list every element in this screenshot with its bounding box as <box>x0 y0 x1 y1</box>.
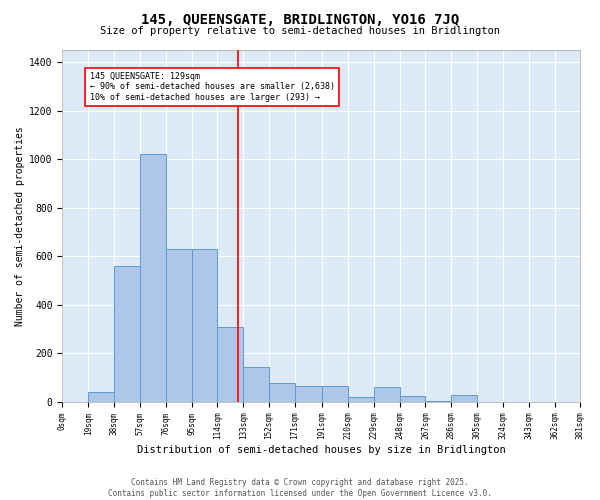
Bar <box>166 249 191 402</box>
Bar <box>191 249 217 402</box>
Bar <box>374 388 400 402</box>
Bar <box>217 326 243 402</box>
Bar <box>269 382 295 402</box>
Bar <box>322 386 348 402</box>
Text: Size of property relative to semi-detached houses in Bridlington: Size of property relative to semi-detach… <box>100 26 500 36</box>
Bar <box>451 394 477 402</box>
Text: 145 QUEENSGATE: 129sqm
← 90% of semi-detached houses are smaller (2,638)
10% of : 145 QUEENSGATE: 129sqm ← 90% of semi-det… <box>89 72 335 102</box>
Bar <box>243 367 269 402</box>
Bar <box>348 397 374 402</box>
Y-axis label: Number of semi-detached properties: Number of semi-detached properties <box>15 126 25 326</box>
Text: 145, QUEENSGATE, BRIDLINGTON, YO16 7JQ: 145, QUEENSGATE, BRIDLINGTON, YO16 7JQ <box>141 12 459 26</box>
Bar <box>140 154 166 402</box>
Bar <box>88 392 114 402</box>
Bar <box>425 401 451 402</box>
X-axis label: Distribution of semi-detached houses by size in Bridlington: Distribution of semi-detached houses by … <box>137 445 506 455</box>
Bar <box>114 266 140 402</box>
Bar <box>295 386 322 402</box>
Text: Contains HM Land Registry data © Crown copyright and database right 2025.
Contai: Contains HM Land Registry data © Crown c… <box>108 478 492 498</box>
Bar <box>400 396 425 402</box>
